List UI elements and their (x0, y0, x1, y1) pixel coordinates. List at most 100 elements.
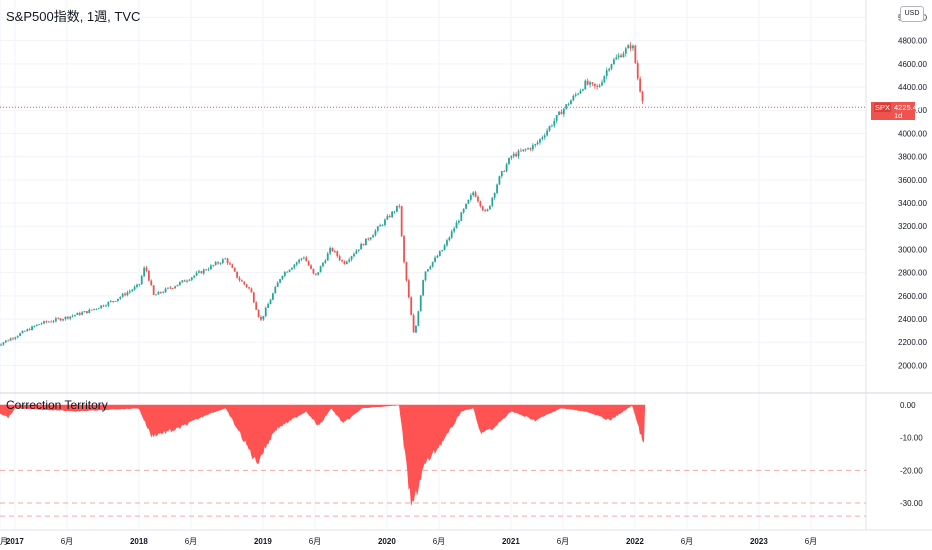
price-tick-label: 3800.00 (898, 153, 927, 162)
candle-body (33, 326, 36, 327)
candle-body (126, 292, 129, 296)
candle-body (88, 309, 91, 314)
candle-body (85, 311, 88, 314)
candle-body (62, 319, 64, 321)
candle-body (274, 286, 277, 294)
candle-body (183, 280, 186, 282)
price-tick-label: 3400.00 (898, 199, 927, 208)
candle-body (31, 326, 33, 331)
candle-body (388, 216, 391, 218)
time-tick-label: 6月 (309, 537, 321, 546)
candle-body (598, 85, 601, 87)
price-tick-label: 3000.00 (898, 245, 927, 254)
candle-body (281, 275, 284, 280)
candle-body (500, 171, 503, 177)
candle-body (262, 315, 265, 320)
candle-body (381, 224, 384, 226)
candle-body (90, 309, 93, 311)
candle-body (574, 94, 577, 96)
candle-body (307, 261, 310, 266)
indicator-tick-label: -20.00 (900, 466, 923, 475)
time-tick-label: 6月 (61, 537, 73, 546)
candle-body (202, 269, 205, 274)
currency-button[interactable]: USD (900, 6, 924, 22)
candle-body (260, 317, 262, 320)
candle-body (639, 78, 642, 92)
candle-body (245, 284, 248, 288)
candle-body (226, 258, 229, 264)
candle-body (0, 344, 2, 346)
candle-body (372, 235, 374, 238)
candle-body (114, 301, 117, 302)
price-tick-label: 4600.00 (898, 60, 927, 69)
candle-body (374, 230, 377, 236)
candle-body (612, 59, 615, 65)
candle-body (448, 237, 451, 241)
candle-body (477, 196, 479, 202)
indicator-title[interactable]: Correction Territory (6, 398, 108, 412)
candle-body (21, 330, 24, 334)
candle-body (457, 220, 460, 223)
candle-body (14, 337, 17, 339)
candle-body (488, 205, 491, 210)
candle-body (52, 321, 55, 322)
candle-body (534, 144, 537, 146)
correction-reference-lines (0, 469, 866, 517)
candle-body (496, 184, 498, 193)
candle-body (481, 206, 484, 211)
candle-body (572, 95, 575, 101)
price-tick-label: 2600.00 (898, 292, 927, 301)
candle-body (81, 312, 84, 315)
candle-body (326, 253, 329, 261)
drawdown-area (0, 404, 646, 506)
candle-body (195, 272, 198, 276)
candle-body (57, 318, 60, 320)
candle-body (624, 48, 627, 54)
candle-body (28, 329, 31, 331)
price-tick-label: 3200.00 (898, 222, 927, 231)
candle-body (398, 205, 401, 207)
time-tick-label: 2020 (378, 537, 396, 546)
candle-body (143, 267, 146, 277)
candle-body (131, 289, 134, 292)
candle-body (355, 250, 358, 254)
price-axis-labels: 5000.004800.004600.004400.004200.004000.… (898, 13, 927, 370)
last-price-value: 4225.49 (894, 103, 922, 112)
candle-body (152, 285, 155, 295)
candle-body (136, 284, 138, 287)
candle-body (169, 287, 172, 289)
candle-body (283, 272, 286, 276)
time-tick-label: 2023 (750, 537, 768, 546)
candle-body (293, 264, 296, 268)
candle-body (188, 279, 191, 281)
candle-body (345, 261, 348, 265)
candle-body (553, 120, 556, 126)
time-tick-label: 2022 (626, 537, 644, 546)
candle-body (217, 262, 219, 264)
candle-body (78, 312, 81, 315)
candle-body (264, 307, 267, 316)
candle-body (155, 294, 157, 296)
candle-body (426, 269, 429, 272)
time-tick-label: 月 (0, 537, 8, 546)
candle-body (415, 325, 417, 333)
candle-body (422, 280, 425, 296)
candle-body (491, 197, 494, 206)
candle-body (100, 305, 103, 309)
candle-body (467, 199, 470, 204)
candle-body (512, 153, 515, 157)
candle-body (472, 192, 475, 196)
candle-body (71, 315, 74, 317)
chart-title[interactable]: S&P500指数, 1週, TVC (6, 9, 141, 24)
candle-body (219, 263, 222, 264)
candle-body (138, 284, 141, 285)
candle-body (23, 330, 26, 332)
candle-body (186, 280, 188, 282)
indicator-axis-labels: 0.00 -10.00 -20.00 -30.00 (900, 401, 923, 508)
candle-body (527, 148, 529, 150)
candle-body (298, 259, 301, 263)
candle-body (243, 281, 246, 285)
candle-body (410, 297, 413, 316)
candle-body (541, 137, 544, 140)
